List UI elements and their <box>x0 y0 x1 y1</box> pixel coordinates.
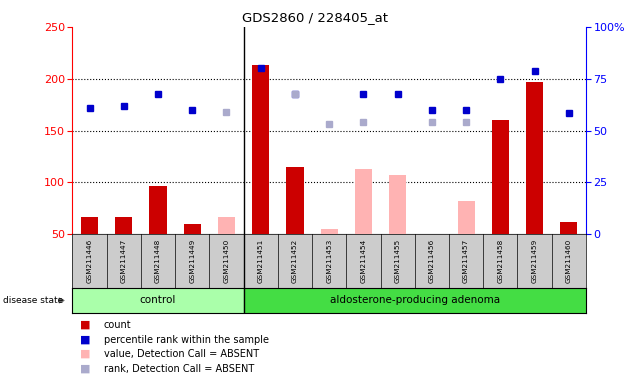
Bar <box>321 229 338 234</box>
Text: aldosterone-producing adenoma: aldosterone-producing adenoma <box>329 295 500 306</box>
Text: GSM211457: GSM211457 <box>463 239 469 283</box>
Bar <box>149 185 166 234</box>
Text: percentile rank within the sample: percentile rank within the sample <box>104 334 269 344</box>
Text: GSM211449: GSM211449 <box>189 239 195 283</box>
Text: ■: ■ <box>80 364 90 374</box>
Bar <box>218 217 235 234</box>
Bar <box>389 175 406 234</box>
Bar <box>252 65 269 234</box>
Bar <box>184 224 201 234</box>
Text: GDS2860 / 228405_at: GDS2860 / 228405_at <box>242 12 388 25</box>
Text: ■: ■ <box>80 334 90 344</box>
Text: rank, Detection Call = ABSENT: rank, Detection Call = ABSENT <box>104 364 254 374</box>
Bar <box>355 169 372 234</box>
Text: control: control <box>140 295 176 306</box>
Text: GSM211458: GSM211458 <box>497 239 503 283</box>
Bar <box>72 288 244 313</box>
Text: GSM211448: GSM211448 <box>155 239 161 283</box>
Bar <box>244 288 603 313</box>
Bar <box>457 201 474 234</box>
Text: GSM211454: GSM211454 <box>360 239 367 283</box>
Text: GSM211453: GSM211453 <box>326 239 332 283</box>
Text: GSM211446: GSM211446 <box>86 239 93 283</box>
Bar <box>81 217 98 234</box>
Text: GSM211447: GSM211447 <box>121 239 127 283</box>
Bar <box>115 217 132 234</box>
Text: disease state: disease state <box>3 296 64 305</box>
Bar <box>492 120 509 234</box>
Bar <box>560 222 577 234</box>
Text: GSM211451: GSM211451 <box>258 239 264 283</box>
Text: GSM211450: GSM211450 <box>224 239 229 283</box>
Text: GSM211459: GSM211459 <box>532 239 537 283</box>
Text: GSM211452: GSM211452 <box>292 239 298 283</box>
Bar <box>526 82 543 234</box>
Text: GSM211455: GSM211455 <box>394 239 401 283</box>
Text: GSM211456: GSM211456 <box>429 239 435 283</box>
Text: ■: ■ <box>80 349 90 359</box>
Text: GSM211460: GSM211460 <box>566 239 572 283</box>
Text: ■: ■ <box>80 320 90 330</box>
Text: count: count <box>104 320 132 330</box>
Text: value, Detection Call = ABSENT: value, Detection Call = ABSENT <box>104 349 259 359</box>
Bar <box>287 167 304 234</box>
